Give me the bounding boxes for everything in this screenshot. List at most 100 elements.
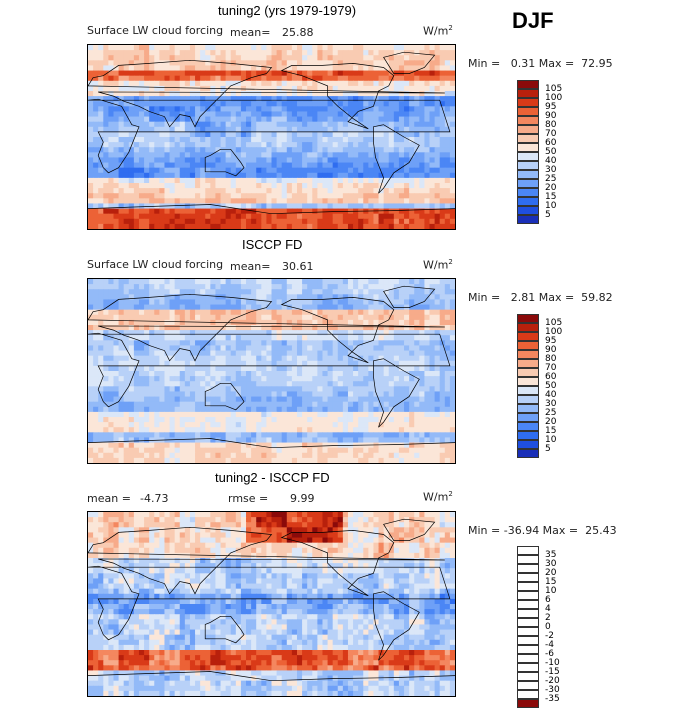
map-cell xyxy=(113,126,120,133)
map-cell xyxy=(286,330,293,336)
map-cell xyxy=(261,65,268,72)
map-cell xyxy=(103,213,109,220)
map-cell xyxy=(444,330,451,336)
map-cell xyxy=(138,289,145,295)
map-cell xyxy=(189,386,196,393)
map-cell xyxy=(378,376,385,382)
map-cell xyxy=(118,218,125,225)
map-cell xyxy=(138,371,145,377)
map-cell xyxy=(276,325,283,331)
map-cell xyxy=(93,371,99,377)
map-cell xyxy=(322,314,329,321)
map-cell xyxy=(434,172,441,179)
map-cell xyxy=(138,208,145,215)
map-cell xyxy=(230,80,237,87)
map-cell xyxy=(184,188,191,194)
map-cell xyxy=(210,106,217,113)
map-cell xyxy=(342,157,349,164)
map-cell xyxy=(230,427,237,433)
map-cell xyxy=(98,289,104,295)
map-cell xyxy=(353,325,359,331)
map-cell xyxy=(342,309,349,316)
map-cell xyxy=(230,396,237,403)
map-cell xyxy=(169,432,176,439)
map-cell xyxy=(276,172,283,179)
map-cell xyxy=(398,406,405,413)
map-cell xyxy=(123,279,130,285)
map-cell xyxy=(429,213,436,220)
map-cell xyxy=(88,70,94,77)
map-cell xyxy=(363,406,369,413)
map-cell xyxy=(240,289,247,295)
map-cell xyxy=(342,401,349,408)
map-cell xyxy=(419,162,426,169)
map-cell xyxy=(123,131,130,138)
map-cell xyxy=(154,193,160,199)
map-cell xyxy=(363,314,369,321)
map-cell xyxy=(164,299,171,306)
map-cell xyxy=(103,427,109,433)
map-cell xyxy=(342,198,349,205)
map-cell xyxy=(266,396,273,403)
map-cell xyxy=(388,432,395,439)
map-cell xyxy=(302,371,308,377)
map-cell xyxy=(205,147,211,153)
map-cell xyxy=(123,360,130,367)
map-cell xyxy=(149,284,155,290)
map-cell xyxy=(195,45,201,51)
map-cell xyxy=(363,55,369,61)
map-cell xyxy=(332,188,339,194)
map-cell xyxy=(373,422,380,428)
map-cell xyxy=(133,70,140,77)
map-cell xyxy=(164,60,171,67)
map-cell xyxy=(164,157,171,164)
map-cell xyxy=(256,167,262,174)
map-cell xyxy=(373,340,380,347)
map-cell xyxy=(184,85,191,92)
map-cell xyxy=(200,177,206,184)
map-cell xyxy=(429,157,436,164)
map-cell xyxy=(317,142,324,148)
map-cell xyxy=(296,335,303,341)
map-cell xyxy=(174,85,181,92)
map-cell xyxy=(307,417,313,423)
map-cell xyxy=(123,299,130,306)
map-cell xyxy=(398,106,405,113)
map-cell xyxy=(286,91,293,97)
map-cell xyxy=(363,60,369,67)
map-cell xyxy=(225,45,232,51)
map-cell xyxy=(286,75,293,82)
map-cell xyxy=(261,345,268,352)
map-cell xyxy=(220,137,227,143)
map-cell xyxy=(302,177,308,184)
map-cell xyxy=(123,330,130,336)
map-cell xyxy=(358,299,364,306)
map-cell xyxy=(409,131,415,138)
map-cell xyxy=(144,96,150,102)
map-cell xyxy=(286,188,293,194)
map-cell xyxy=(404,65,410,72)
map-cell xyxy=(169,381,176,387)
map-cell xyxy=(118,396,125,403)
map-cell xyxy=(398,80,405,87)
map-cell xyxy=(363,152,369,159)
map-cell xyxy=(307,101,313,107)
map-cell xyxy=(174,391,181,398)
map-cell xyxy=(240,80,247,87)
map-cell xyxy=(327,386,334,393)
map-cell xyxy=(184,330,191,336)
map-cell xyxy=(251,45,257,51)
map-cell xyxy=(358,157,364,164)
map-cell xyxy=(144,101,150,107)
map-cell xyxy=(128,152,135,159)
map-cell xyxy=(439,350,446,357)
map-cell xyxy=(322,50,329,56)
map-cell xyxy=(353,335,359,341)
map-cell xyxy=(404,314,410,321)
map-cell xyxy=(424,152,431,159)
map-cell xyxy=(388,427,395,433)
map-cell xyxy=(353,223,359,229)
map-cell xyxy=(159,157,166,164)
map-cell xyxy=(439,91,446,97)
map-cell xyxy=(108,188,115,194)
